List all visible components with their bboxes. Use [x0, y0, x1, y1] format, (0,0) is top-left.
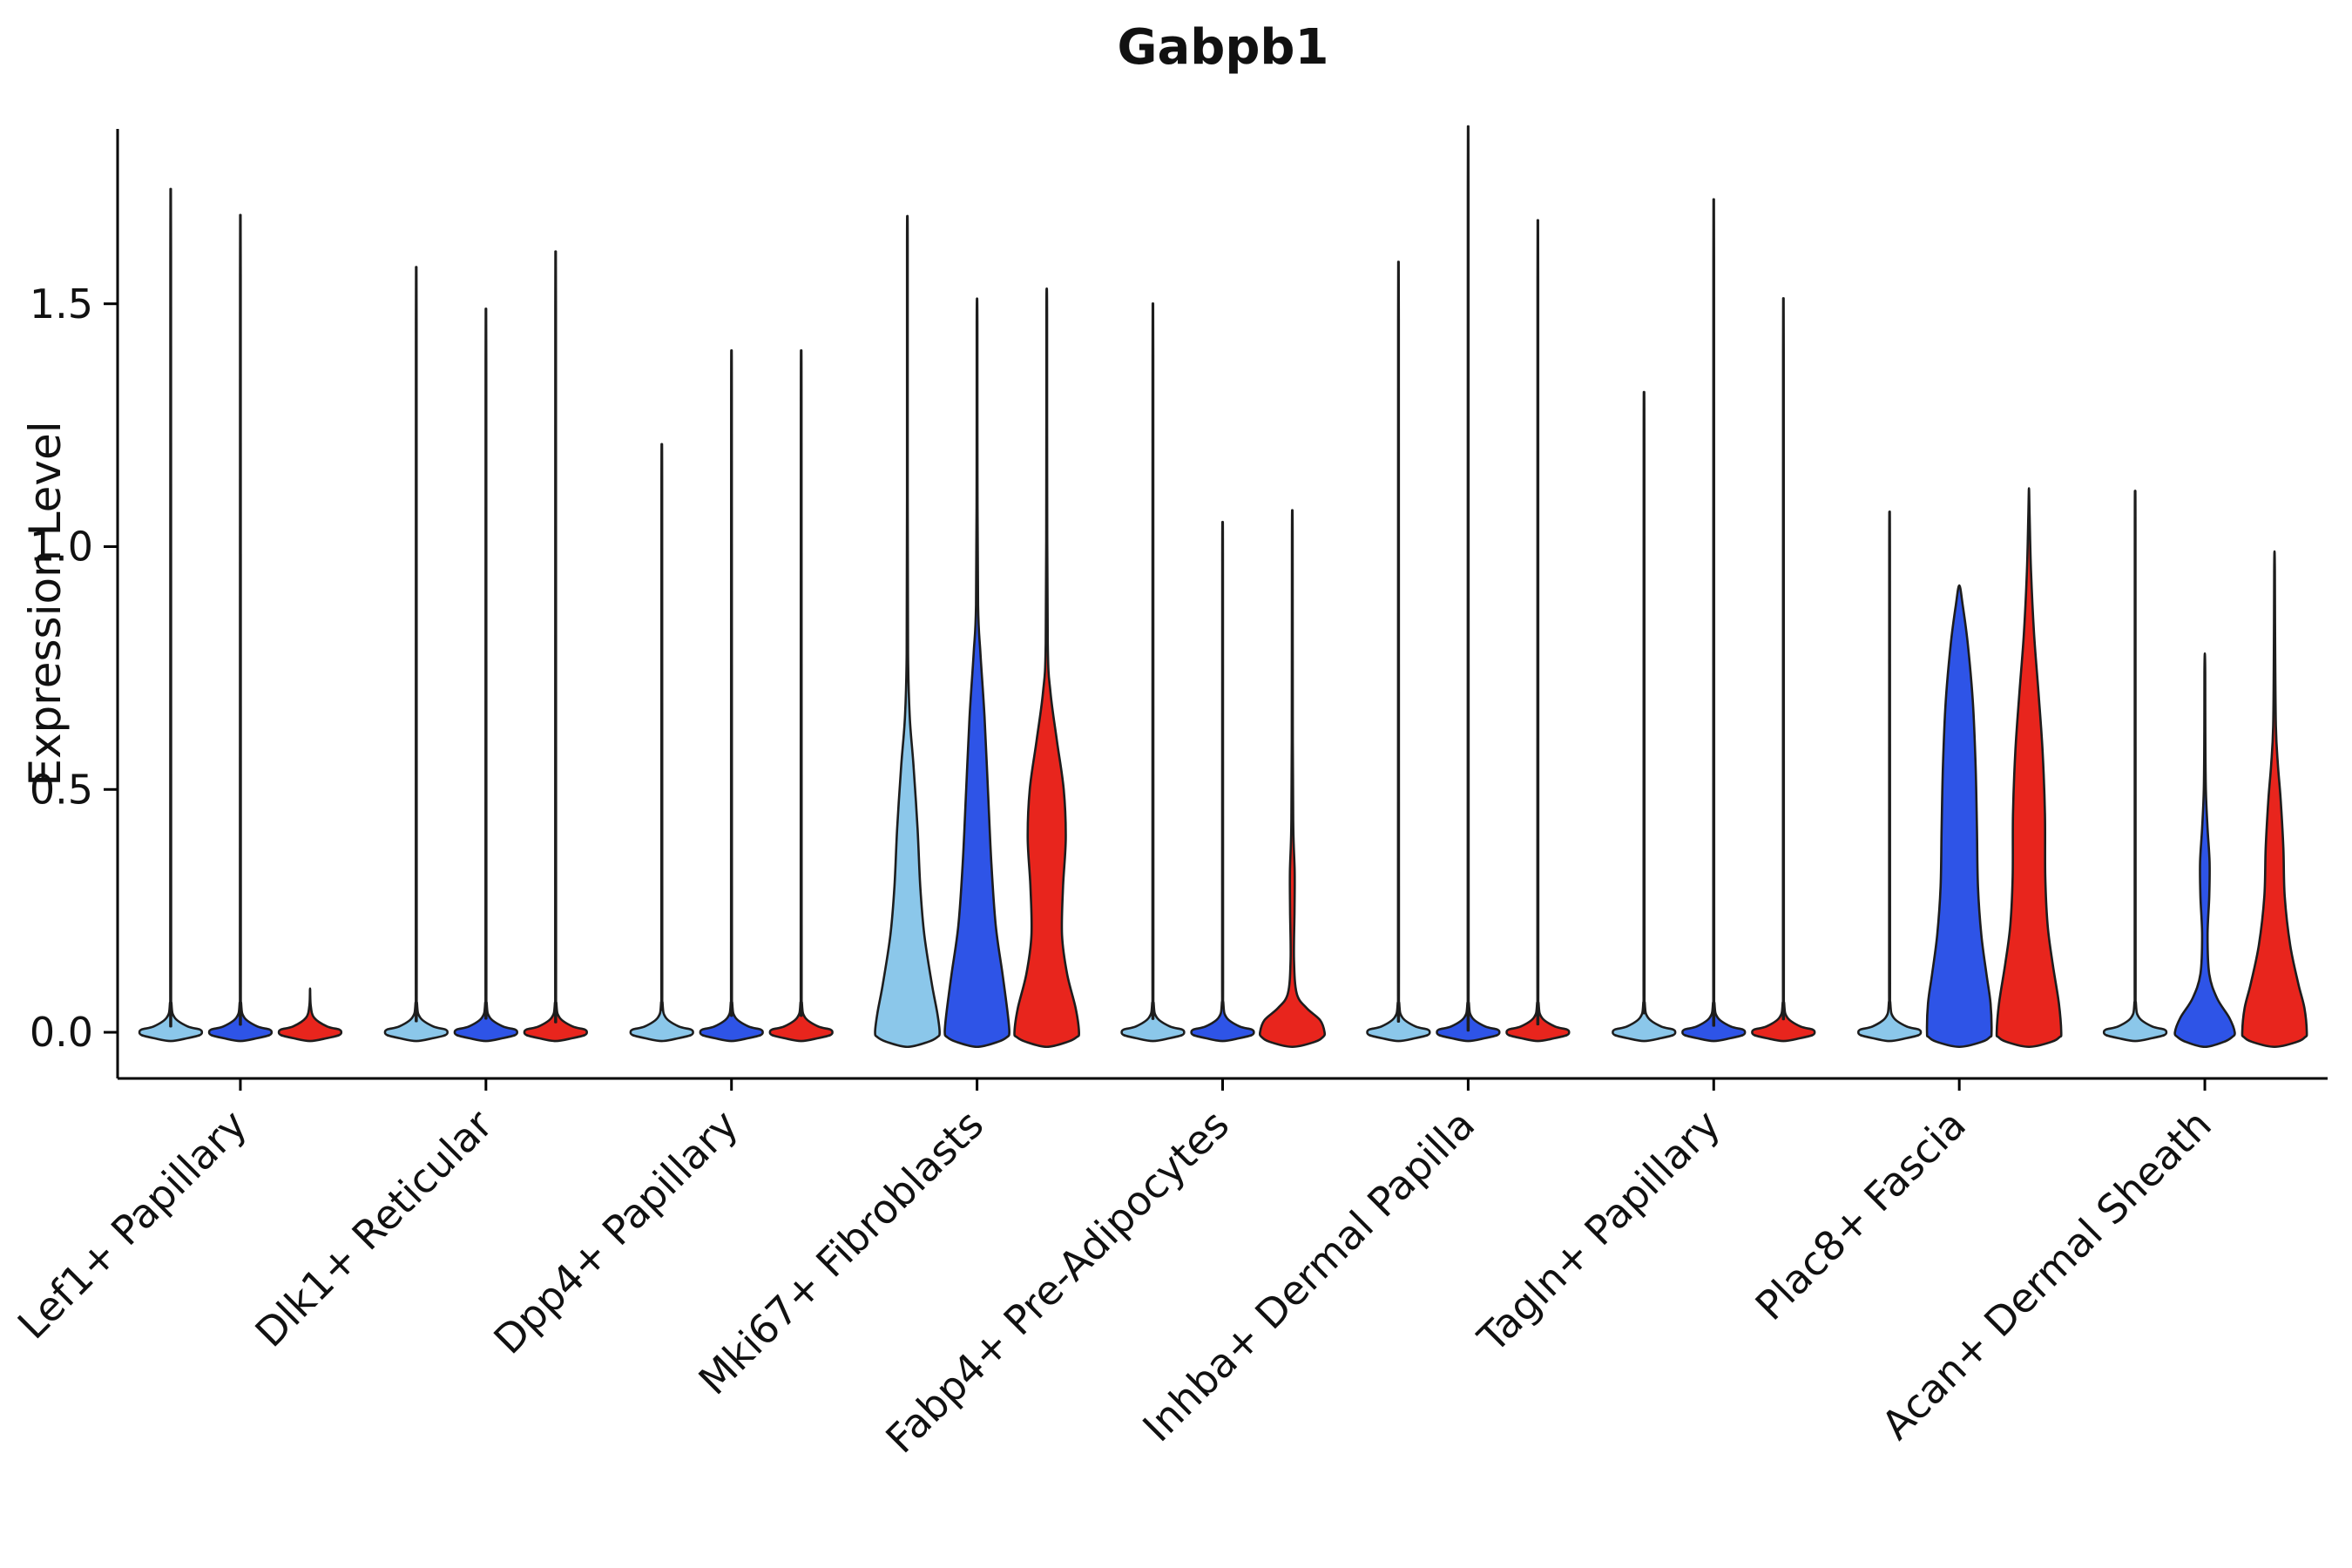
violin — [277, 987, 343, 1043]
y-tick-label: 0.5 — [30, 766, 93, 813]
violin — [943, 297, 1010, 1049]
violin — [1925, 584, 1993, 1049]
x-tick-label: Lef1+ Papillary — [9, 1101, 256, 1348]
violin — [1258, 509, 1327, 1049]
x-tick-label: Plac8+ Fascia — [1747, 1101, 1975, 1329]
violin — [523, 250, 589, 1043]
violin — [1612, 390, 1677, 1043]
violin — [1366, 260, 1431, 1043]
violin — [138, 187, 204, 1043]
violin — [629, 443, 694, 1043]
violin — [1190, 521, 1255, 1043]
violin — [207, 213, 274, 1043]
violin — [1995, 487, 2063, 1049]
violin — [874, 214, 941, 1049]
violin — [1856, 510, 1923, 1043]
y-tick-label: 1.0 — [30, 524, 93, 571]
violin — [2102, 490, 2168, 1043]
violin — [768, 349, 834, 1043]
violin — [453, 308, 519, 1043]
chart-title: Gabpb1 — [1117, 19, 1329, 76]
y-tick-label: 0.0 — [30, 1009, 93, 1056]
violin — [1013, 287, 1080, 1049]
x-tick-label: Dpp4+ Papillary — [484, 1101, 747, 1363]
x-tick-label: Dlk1+ Reticular — [246, 1101, 501, 1356]
violin — [1436, 125, 1501, 1043]
violin — [1120, 302, 1186, 1043]
violin — [1751, 297, 1816, 1043]
violin — [1681, 198, 1747, 1043]
y-tick-label: 1.5 — [30, 280, 93, 328]
x-tick-label: Tagln+ Papillary — [1468, 1101, 1729, 1362]
violin — [1505, 219, 1571, 1043]
violin — [2173, 652, 2236, 1049]
violin — [699, 349, 764, 1043]
violin — [2240, 550, 2308, 1049]
violin — [383, 266, 449, 1043]
